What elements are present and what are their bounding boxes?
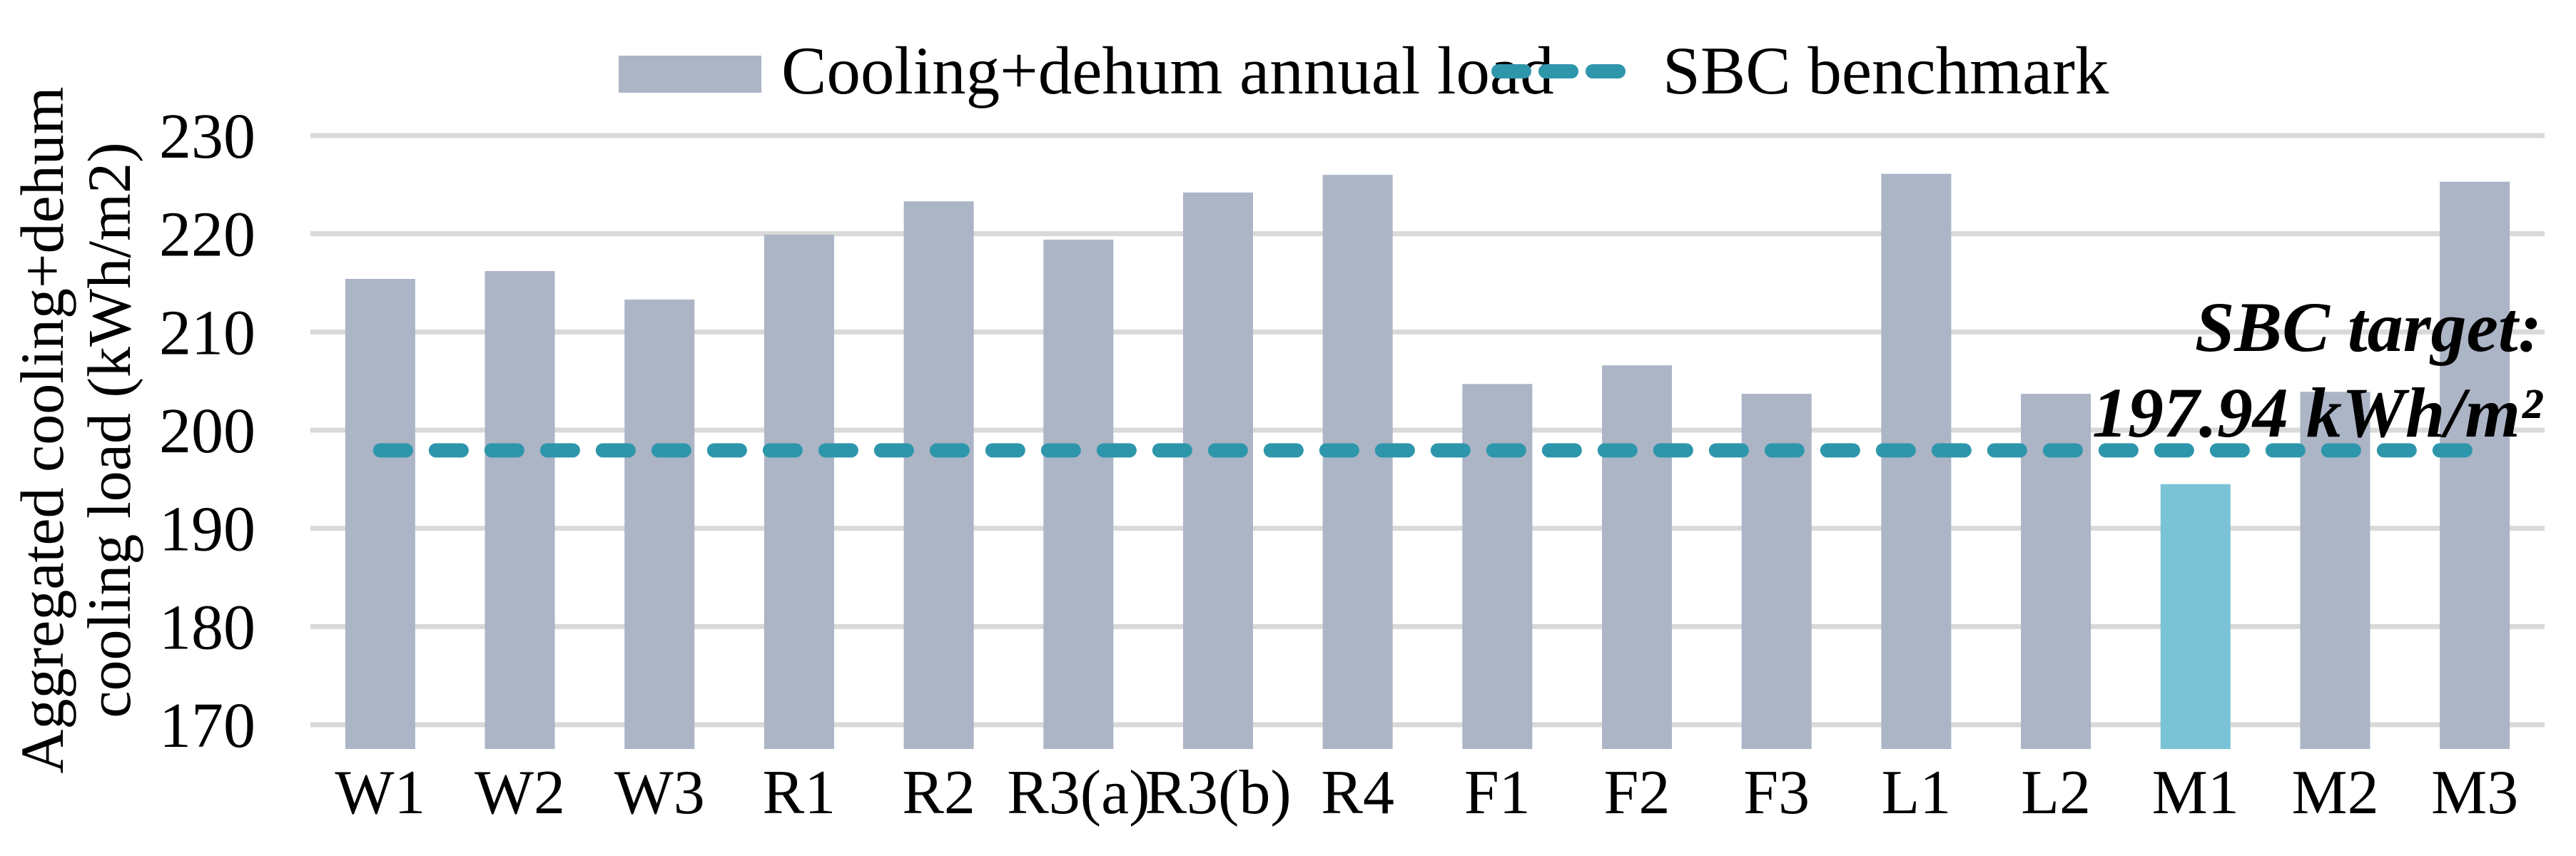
y-tick-labels-group: 170 180 190 200 210 220 230 bbox=[159, 101, 255, 761]
legend: Cooling+dehum annual load SBC benchmark bbox=[619, 33, 2109, 108]
x-label-W2: W2 bbox=[475, 758, 565, 827]
bar-R2 bbox=[903, 201, 974, 749]
bar-F1 bbox=[1462, 384, 1533, 749]
bar-W3 bbox=[624, 299, 695, 749]
x-label-M2: M2 bbox=[2291, 758, 2378, 827]
bar-W1 bbox=[345, 278, 415, 749]
x-label-F3: F3 bbox=[1743, 758, 1810, 827]
x-label-R1: R1 bbox=[763, 758, 836, 827]
sbc-target-annotation-line2: 197.94 kWh/m² bbox=[2092, 373, 2543, 452]
x-label-W3: W3 bbox=[614, 758, 705, 827]
x-label-R3(b): R3(b) bbox=[1145, 758, 1291, 827]
x-label-F1: F1 bbox=[1464, 758, 1531, 827]
x-label-L1: L1 bbox=[1882, 758, 1952, 827]
x-label-R2: R2 bbox=[902, 758, 975, 827]
bars-group bbox=[345, 173, 2510, 750]
y-tick-label-170: 170 bbox=[159, 691, 255, 761]
bar-R4 bbox=[1322, 175, 1393, 750]
y-tick-label-180: 180 bbox=[159, 592, 255, 663]
y-axis-title-line1: Aggregated cooling+dehum bbox=[8, 86, 76, 773]
x-label-L2: L2 bbox=[2021, 758, 2091, 827]
bar-R3(a) bbox=[1043, 239, 1114, 750]
y-tick-label-230: 230 bbox=[159, 101, 255, 172]
bar-M3 bbox=[2440, 181, 2510, 749]
x-label-R3(a): R3(a) bbox=[1007, 758, 1150, 827]
y-tick-label-210: 210 bbox=[159, 297, 255, 368]
legend-series-swatch-icon bbox=[619, 56, 761, 93]
sbc-target-annotation-line1: SBC target: bbox=[2195, 287, 2542, 367]
x-label-W1: W1 bbox=[335, 758, 425, 827]
bar-L1 bbox=[1881, 173, 1952, 749]
bar-M1 bbox=[2160, 484, 2231, 749]
legend-benchmark-label: SBC benchmark bbox=[1663, 33, 2109, 108]
x-label-M1: M1 bbox=[2152, 758, 2239, 827]
y-tick-label-190: 190 bbox=[159, 494, 255, 565]
bar-R1 bbox=[764, 235, 834, 749]
y-axis-title-line2: cooling load (kWh/m2) bbox=[75, 142, 143, 718]
x-label-R4: R4 bbox=[1321, 758, 1394, 827]
bar-W2 bbox=[485, 270, 555, 750]
sbc-target-annotation: SBC target: 197.94 kWh/m² bbox=[2092, 287, 2543, 452]
bar-F2 bbox=[1602, 365, 1673, 749]
y-tick-label-200: 200 bbox=[159, 396, 255, 467]
x-category-labels-group: W1 W2 W3 R1 R2 R3(a)R3(b) R4 F1 F2 F3 L1 L2 M1 M2 M3 bbox=[335, 758, 2518, 827]
bar-R3(b) bbox=[1182, 192, 1253, 749]
y-tick-label-220: 220 bbox=[159, 200, 255, 270]
legend-series-label: Cooling+dehum annual load bbox=[781, 33, 1554, 108]
x-label-M3: M3 bbox=[2431, 758, 2518, 827]
x-label-F2: F2 bbox=[1604, 758, 1670, 827]
